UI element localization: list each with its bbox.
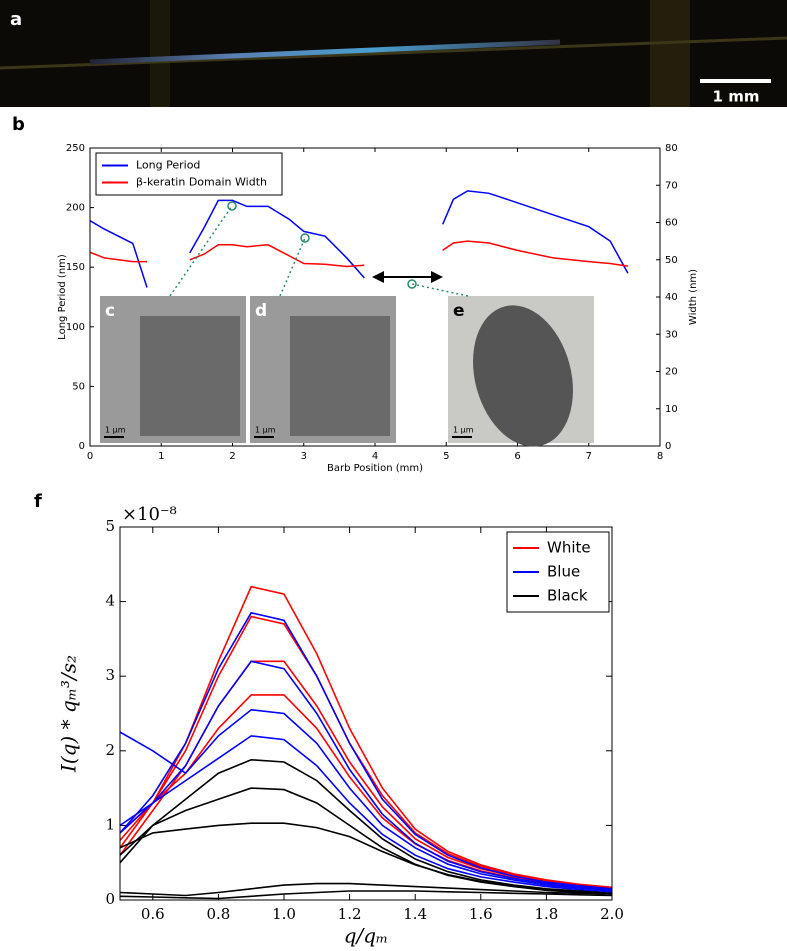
pointer-head — [407, 279, 417, 289]
legend-label: Long Period — [136, 159, 200, 172]
legend-box — [95, 152, 283, 196]
legend-label: White — [547, 539, 591, 557]
y2-axis-label: Width (nm) — [688, 269, 699, 325]
x-tick-label: 1.6 — [469, 905, 493, 923]
x-tick-label: 1.8 — [534, 905, 558, 923]
pointer-head — [227, 201, 237, 211]
y-tick-label: 5 — [105, 517, 115, 535]
series-line — [119, 882, 613, 897]
y-tick-label: 2 — [105, 741, 115, 759]
pointer-arrow — [169, 205, 233, 297]
inset-texture — [290, 316, 390, 436]
y2-tick-label: 80 — [665, 143, 678, 154]
x-tick-label: 6 — [514, 451, 520, 462]
series-line — [119, 615, 613, 889]
x-tick-label: 1.2 — [338, 905, 362, 923]
y-tick-label: 0 — [79, 441, 85, 452]
x-tick-label: 1.4 — [403, 905, 427, 923]
x-tick-label: 4 — [372, 451, 378, 462]
series-line — [89, 240, 629, 268]
inset-label: c — [105, 301, 115, 321]
inset-label: d — [255, 301, 267, 321]
scale-bar-label: 1 mm — [713, 88, 760, 106]
inset-texture — [140, 316, 240, 436]
x-tick-label: 0.8 — [206, 905, 230, 923]
y-tick-label: 4 — [105, 592, 115, 610]
x-tick-label: 7 — [586, 451, 592, 462]
panel-label: a — [10, 9, 22, 30]
inset-scale-label: 1 µm — [453, 426, 474, 435]
y-axis-label: I(q) * qₘ³/s₂ — [57, 655, 81, 773]
photo-texture — [0, 36, 787, 70]
y2-tick-label: 10 — [665, 404, 678, 415]
series-line — [119, 708, 613, 892]
y-tick-label: 0 — [105, 890, 115, 908]
series-line — [119, 890, 613, 900]
inset-scale-label: 1 µm — [105, 426, 126, 435]
photo-texture — [150, 0, 170, 107]
y-tick-label: 3 — [105, 666, 115, 684]
y-tick-label: 100 — [66, 322, 85, 333]
y-offset-label: ×10⁻⁸ — [122, 504, 177, 525]
series-line — [119, 735, 613, 893]
y2-tick-label: 60 — [665, 218, 678, 229]
x-tick-label: 2 — [229, 451, 235, 462]
series-line — [119, 585, 613, 889]
barb — [89, 39, 561, 65]
y2-tick-label: 50 — [665, 255, 678, 266]
x-axis-label: Barb Position (mm) — [327, 463, 423, 474]
photo-texture — [650, 0, 690, 107]
y2-tick-label: 0 — [665, 441, 671, 452]
pointer-arrow — [279, 237, 306, 297]
inset-texture — [473, 305, 573, 447]
y-tick-label: 250 — [66, 143, 85, 154]
panel-label: b — [12, 114, 25, 135]
x-tick-label: 3 — [301, 451, 307, 462]
inset-label: e — [453, 301, 465, 321]
series-line — [119, 660, 613, 892]
legend-label: Black — [547, 587, 588, 605]
x-tick-label: 1 — [158, 451, 164, 462]
x-tick-label: 1.0 — [272, 905, 296, 923]
legend-label: Blue — [547, 563, 580, 581]
y-tick-label: 200 — [66, 203, 85, 214]
pointer-head — [300, 233, 310, 243]
series-line — [119, 758, 613, 895]
y2-tick-label: 40 — [665, 292, 678, 303]
y2-tick-label: 70 — [665, 180, 678, 191]
x-axis-label: q/qₘ — [344, 924, 389, 948]
plot-frame — [119, 526, 613, 901]
y-axis-label: Long Period (nm) — [57, 254, 68, 340]
series-line — [119, 611, 613, 890]
y-tick-label: 150 — [66, 262, 85, 273]
plot-frame — [89, 147, 661, 447]
x-tick-label: 5 — [443, 451, 449, 462]
x-tick-label: 0 — [87, 451, 93, 462]
pointer-arrow — [411, 283, 469, 297]
y2-tick-label: 30 — [665, 329, 678, 340]
inset-scale-label: 1 µm — [255, 426, 276, 435]
y-tick-label: 1 — [105, 815, 115, 833]
x-tick-label: 0.6 — [141, 905, 165, 923]
series-line — [119, 822, 613, 895]
x-tick-label: 2.0 — [600, 905, 624, 923]
y-tick-label: 50 — [72, 381, 85, 392]
series-line — [89, 190, 629, 288]
x-tick-label: 8 — [657, 451, 663, 462]
y2-tick-label: 20 — [665, 367, 678, 378]
legend-label: β-keratin Domain Width — [136, 176, 267, 189]
panel-label: f — [34, 491, 42, 512]
